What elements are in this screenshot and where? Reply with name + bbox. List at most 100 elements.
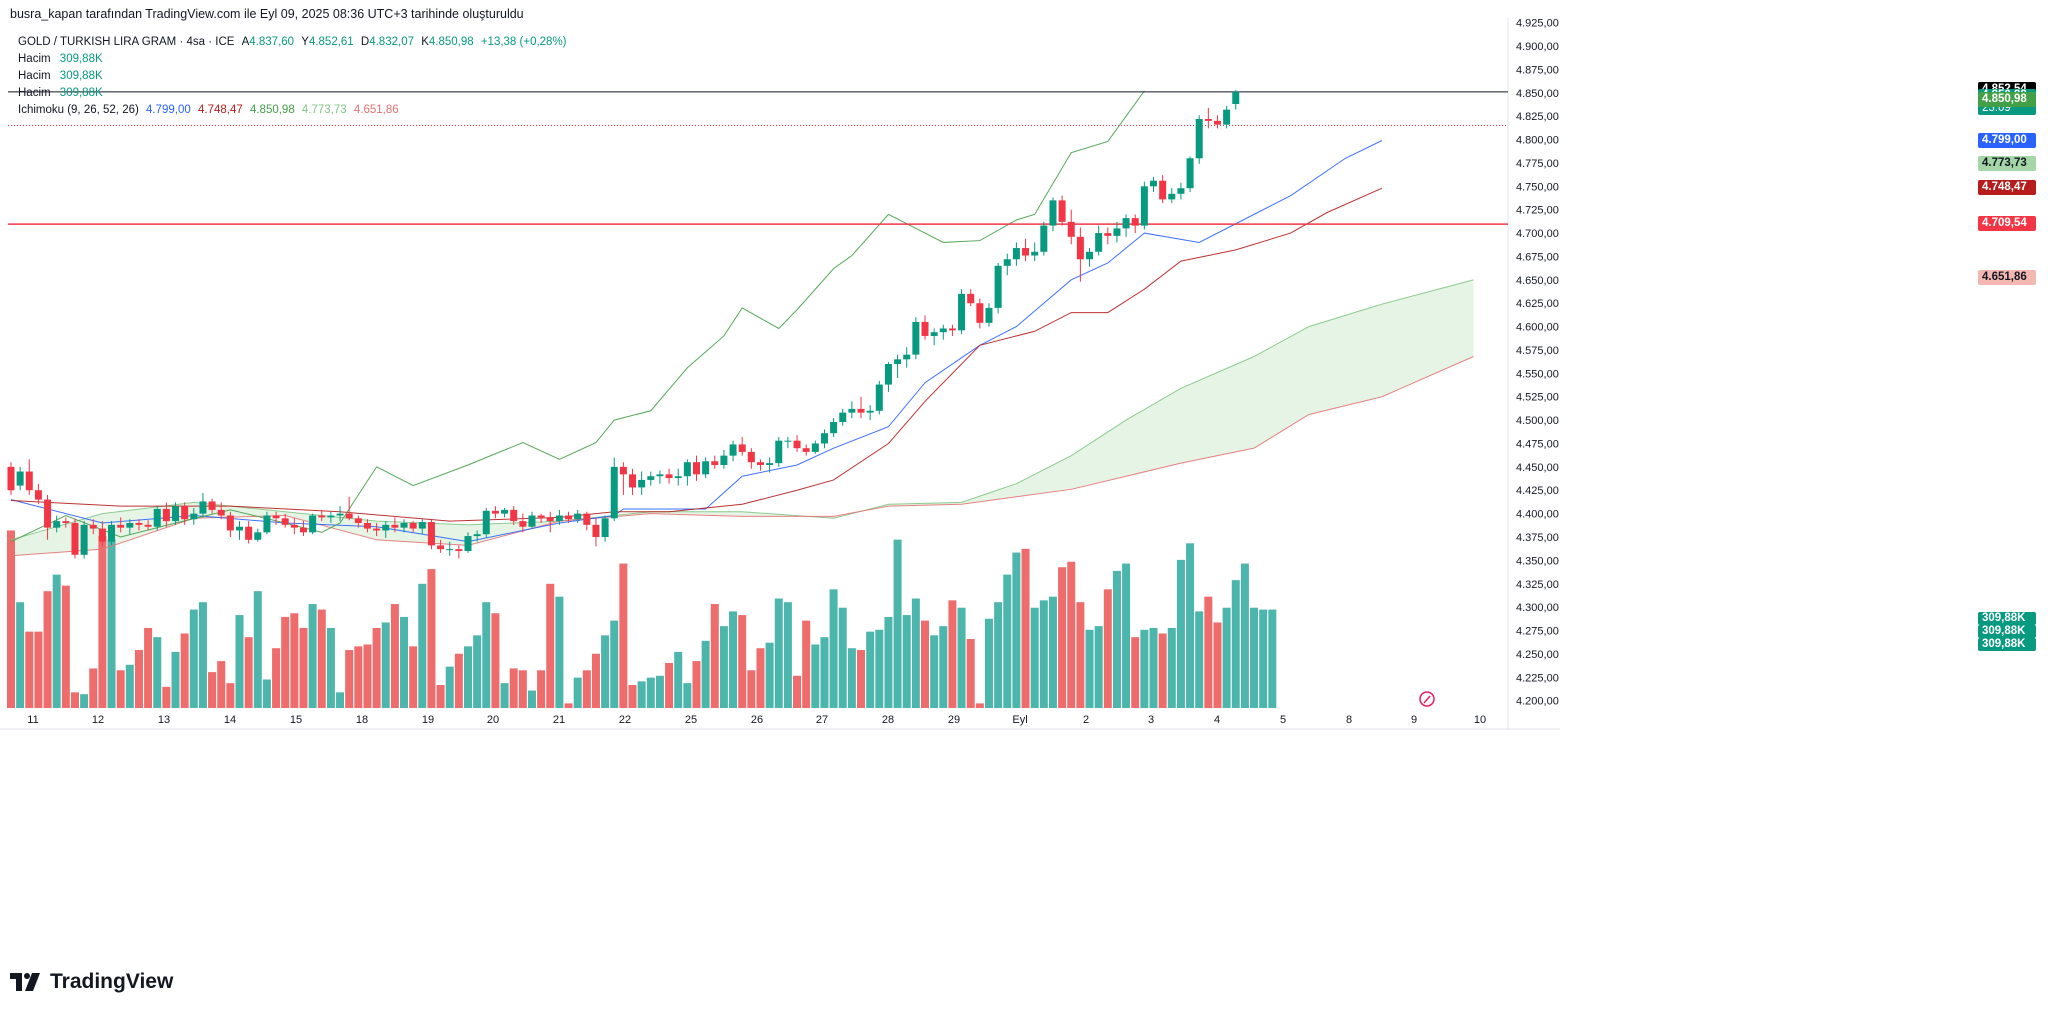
candle xyxy=(528,511,536,529)
candle-body xyxy=(345,513,353,519)
candle xyxy=(656,470,664,484)
volume-bar xyxy=(482,602,491,708)
ichimoku-senkou-a-value: 4.773,73 xyxy=(301,104,347,116)
volume-bar xyxy=(1186,543,1195,708)
candle-body xyxy=(1122,218,1130,229)
volume-bar xyxy=(363,644,372,708)
volume-bar xyxy=(1268,609,1277,708)
time-tick-label: 5 xyxy=(1280,714,1286,726)
candle-body xyxy=(720,455,728,465)
candles[interactable] xyxy=(7,90,1240,559)
candle xyxy=(62,517,70,528)
volume-bar xyxy=(153,637,162,708)
volume-bar xyxy=(527,690,536,708)
volume-bar xyxy=(875,629,884,708)
cloud-segment xyxy=(138,508,149,537)
ichimoku-tenkan-value: 4.799,00 xyxy=(146,104,191,116)
price-axis-tag: 4.748,47 xyxy=(1978,179,2036,195)
candle xyxy=(181,502,189,525)
candle xyxy=(1195,115,1203,164)
candle-body xyxy=(245,526,253,540)
candle xyxy=(674,468,682,486)
candle xyxy=(967,289,975,307)
time-axis[interactable]: 11 12 13 14 15 18 19 20 21 22 25 26 27 28 29 Eyl 2 3 4 5 8 9 1… xyxy=(27,691,1486,726)
legend-volume-row[interactable]: Hacim 309,88K xyxy=(18,85,567,102)
cloud-segment xyxy=(1116,420,1127,479)
candle-body xyxy=(89,524,97,529)
time-tick-label: 26 xyxy=(751,714,763,726)
candle xyxy=(1131,214,1139,234)
price-tick-label: 4.450,00 xyxy=(1516,462,1559,474)
cloud-segment xyxy=(1254,351,1264,449)
cloud-segment xyxy=(47,526,57,554)
volume-bar xyxy=(729,611,738,708)
tradingview-logo[interactable]: TradingView xyxy=(10,970,173,994)
ohlc-open-value: 4.837,60 xyxy=(249,36,295,48)
price-tick-label: 4.300,00 xyxy=(1516,602,1559,614)
volume-bar xyxy=(564,703,573,708)
candle xyxy=(1168,188,1176,204)
ohlc-low-value: 4.832,07 xyxy=(369,36,414,48)
volume-bar xyxy=(317,609,326,708)
volume-bar xyxy=(500,683,509,708)
volume-bar xyxy=(838,607,847,708)
candle-body xyxy=(1195,118,1203,159)
candle xyxy=(555,509,563,525)
candle-body xyxy=(903,354,911,360)
candle xyxy=(1022,238,1030,262)
legend-symbol-row: GOLD / TURKISH LIRA GRAM · 4sa · ICE A4.… xyxy=(18,34,567,51)
price-tick-label: 4.875,00 xyxy=(1516,64,1559,76)
candle-body xyxy=(747,451,755,463)
legend-volume-row[interactable]: Hacim 309,88K xyxy=(18,68,567,85)
price-axis[interactable]: 4.925,00 4.900,00 4.875,00 4.850,00 4.825,00… xyxy=(1516,18,1559,708)
candle xyxy=(1076,227,1084,282)
senkou-span-b-line xyxy=(10,356,1474,557)
candle-body xyxy=(373,528,381,531)
time-tick-label: Eyl xyxy=(1012,714,1027,726)
candle-body xyxy=(144,524,152,527)
candle-body xyxy=(382,524,390,531)
volume-bar xyxy=(665,662,674,708)
time-tick-label: 29 xyxy=(948,714,960,726)
volume-bar xyxy=(473,635,482,708)
cloud-segment xyxy=(1034,469,1044,495)
volume-bar xyxy=(1048,596,1057,708)
candle xyxy=(683,459,691,486)
ohlc-change: +13,38 (+0,28%) xyxy=(480,36,567,48)
price-tick-label: 4.925,00 xyxy=(1516,18,1559,30)
candle-body xyxy=(437,545,445,550)
candle-body xyxy=(839,412,847,422)
candle-body xyxy=(1095,233,1103,252)
time-tick-label: 14 xyxy=(224,714,236,726)
legend-volume-row[interactable]: Hacim 309,88K xyxy=(18,51,567,68)
candle-body xyxy=(601,518,609,537)
chart-frame xyxy=(0,18,1560,730)
candle-body xyxy=(98,528,106,542)
candle xyxy=(976,298,984,329)
symbol-name[interactable]: GOLD / TURKISH LIRA GRAM · 4sa · ICE xyxy=(18,36,235,48)
cloud-segment xyxy=(1336,315,1346,408)
candle-body xyxy=(665,474,673,479)
candle-body xyxy=(958,293,966,331)
legend-ichimoku-row[interactable]: Ichimoku (9, 26, 52, 26) 4.799,00 4.748,… xyxy=(18,102,567,119)
time-tick-label: 27 xyxy=(816,714,828,726)
candle-body xyxy=(702,461,710,475)
candle-body xyxy=(1058,200,1066,222)
candle-body xyxy=(693,462,700,475)
candle-body xyxy=(802,448,810,452)
volume-bar xyxy=(719,626,728,708)
cloud-segment xyxy=(20,534,30,556)
volume-bar xyxy=(701,640,710,708)
chart-caption: busra_kapan tarafından TradingView.com i… xyxy=(10,7,524,21)
volume-bar xyxy=(436,685,445,708)
volume-bars xyxy=(7,530,1277,708)
time-tick-label: 4 xyxy=(1214,714,1220,726)
cloud-segment xyxy=(742,511,752,517)
candle xyxy=(1213,115,1221,129)
candle-body xyxy=(1140,186,1148,226)
cloud-segment xyxy=(230,506,240,518)
candle-body xyxy=(108,524,116,542)
tradingview-logo-icon xyxy=(10,973,40,991)
candle-body xyxy=(510,509,518,522)
